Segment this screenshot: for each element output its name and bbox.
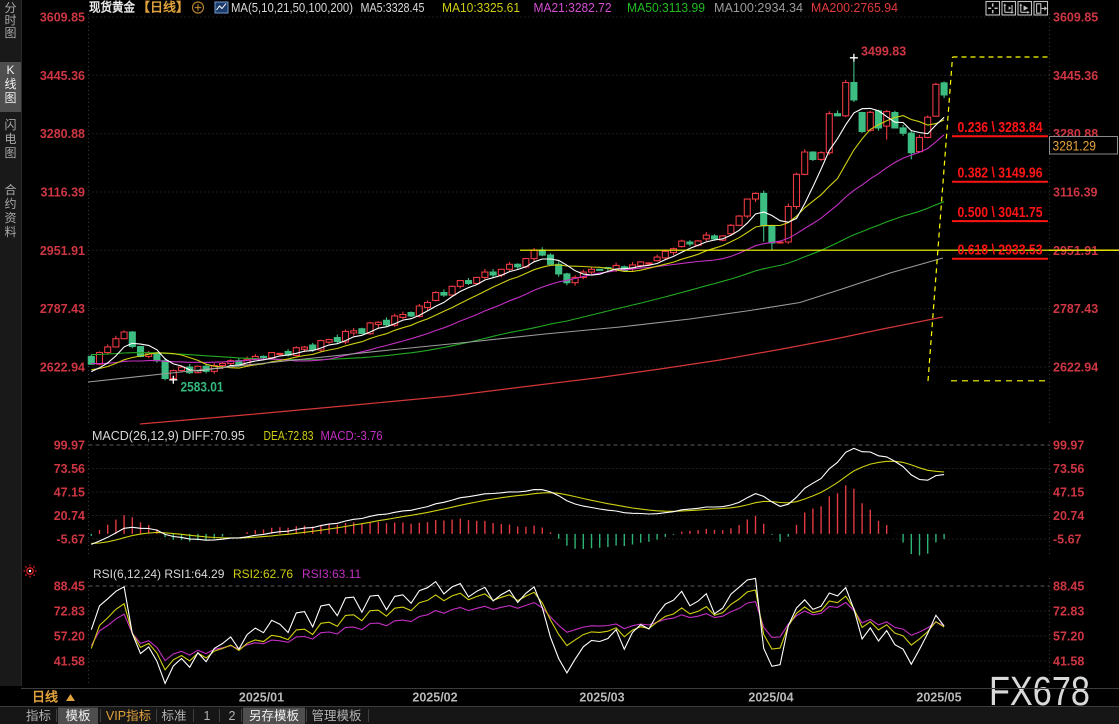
svg-text:3499.83: 3499.83 bbox=[861, 45, 906, 59]
svg-text:MA10:3325.61: MA10:3325.61 bbox=[442, 1, 520, 15]
svg-text:电: 电 bbox=[4, 132, 16, 146]
svg-text:2622.94: 2622.94 bbox=[40, 361, 85, 375]
svg-text:线: 线 bbox=[4, 77, 16, 91]
svg-text:20.74: 20.74 bbox=[54, 509, 85, 523]
svg-text:2622.94: 2622.94 bbox=[1053, 361, 1098, 375]
svg-text:日线: 日线 bbox=[32, 690, 58, 705]
svg-text:MA100:2934.34: MA100:2934.34 bbox=[714, 1, 803, 15]
svg-text:2025/05: 2025/05 bbox=[916, 691, 961, 705]
svg-text:管理模板: 管理模板 bbox=[311, 708, 362, 723]
svg-text:【日线】: 【日线】 bbox=[137, 0, 189, 15]
svg-text:47.15: 47.15 bbox=[54, 486, 85, 500]
svg-text:2025/02: 2025/02 bbox=[412, 691, 457, 705]
svg-text:2787.43: 2787.43 bbox=[1053, 302, 1098, 316]
svg-text:72.83: 72.83 bbox=[1053, 605, 1084, 619]
svg-text:图: 图 bbox=[4, 146, 16, 160]
svg-text:图: 图 bbox=[4, 91, 16, 105]
svg-text:2025/04: 2025/04 bbox=[748, 691, 793, 705]
svg-text:0.618 \ 2933.53: 0.618 \ 2933.53 bbox=[958, 243, 1043, 259]
svg-text:3116.39: 3116.39 bbox=[41, 186, 86, 200]
svg-text:0.382 \ 3149.96: 0.382 \ 3149.96 bbox=[958, 166, 1043, 182]
svg-text:73.56: 73.56 bbox=[54, 462, 85, 476]
svg-text:99.97: 99.97 bbox=[54, 439, 85, 453]
svg-text:57.20: 57.20 bbox=[1053, 630, 1084, 644]
svg-text:0.500 \ 3041.75: 0.500 \ 3041.75 bbox=[958, 205, 1043, 221]
svg-text:20.74: 20.74 bbox=[1053, 509, 1084, 523]
svg-text:-5.67: -5.67 bbox=[1053, 533, 1082, 547]
svg-text:2025/03: 2025/03 bbox=[579, 691, 624, 705]
svg-text:约: 约 bbox=[4, 196, 16, 211]
svg-text:3116.39: 3116.39 bbox=[1053, 186, 1098, 200]
svg-text:时: 时 bbox=[4, 14, 16, 28]
svg-text:MA5:3328.45: MA5:3328.45 bbox=[361, 1, 425, 15]
svg-text:2787.43: 2787.43 bbox=[40, 302, 85, 316]
svg-text:3281.29: 3281.29 bbox=[1053, 139, 1097, 154]
svg-text:1: 1 bbox=[204, 709, 211, 723]
svg-text:合: 合 bbox=[4, 182, 16, 197]
svg-text:-5.67: -5.67 bbox=[57, 533, 86, 547]
svg-text:标准: 标准 bbox=[161, 709, 186, 723]
svg-text:47.15: 47.15 bbox=[1053, 486, 1084, 500]
svg-text:MA(5,10,21,50,100,200): MA(5,10,21,50,100,200) bbox=[231, 1, 353, 15]
svg-text:2583.01: 2583.01 bbox=[181, 380, 224, 395]
svg-text:MA21:3282.72: MA21:3282.72 bbox=[534, 1, 612, 15]
svg-text:RSI(6,12,24) RSI1:64.29: RSI(6,12,24) RSI1:64.29 bbox=[93, 567, 225, 581]
svg-text:72.83: 72.83 bbox=[54, 605, 85, 619]
svg-text:MACD(26,12,9) DIFF:70.95: MACD(26,12,9) DIFF:70.95 bbox=[92, 429, 245, 443]
svg-text:VIP指标: VIP指标 bbox=[106, 708, 151, 723]
svg-text:分: 分 bbox=[4, 1, 16, 15]
svg-text:57.20: 57.20 bbox=[54, 630, 85, 644]
svg-text:RSI2:62.76: RSI2:62.76 bbox=[233, 567, 293, 581]
svg-text:图: 图 bbox=[4, 26, 16, 40]
svg-text:3609.85: 3609.85 bbox=[1053, 11, 1098, 25]
svg-text:3609.85: 3609.85 bbox=[40, 11, 85, 25]
svg-text:88.45: 88.45 bbox=[1053, 580, 1084, 594]
svg-text:现货黄金: 现货黄金 bbox=[89, 0, 135, 15]
svg-text:0.236 \ 3283.84: 0.236 \ 3283.84 bbox=[958, 120, 1043, 136]
svg-text:模板: 模板 bbox=[65, 709, 91, 723]
svg-text:MACD:-3.76: MACD:-3.76 bbox=[321, 429, 383, 443]
svg-text:3280.88: 3280.88 bbox=[40, 127, 85, 141]
svg-text:2951.91: 2951.91 bbox=[40, 244, 85, 258]
svg-text:闪: 闪 bbox=[4, 118, 16, 132]
svg-text:3445.36: 3445.36 bbox=[1053, 69, 1098, 83]
svg-text:MA200:2765.94: MA200:2765.94 bbox=[811, 1, 898, 15]
svg-text:K: K bbox=[6, 63, 14, 77]
svg-text:41.58: 41.58 bbox=[54, 655, 85, 669]
svg-text:DEA:72.83: DEA:72.83 bbox=[264, 429, 314, 443]
svg-text:3445.36: 3445.36 bbox=[40, 69, 85, 83]
svg-text:另存模板: 另存模板 bbox=[249, 709, 300, 723]
svg-text:2: 2 bbox=[229, 709, 236, 723]
svg-text:99.97: 99.97 bbox=[1053, 439, 1084, 453]
svg-text:41.58: 41.58 bbox=[1053, 655, 1084, 669]
svg-text:RSI3:63.11: RSI3:63.11 bbox=[302, 567, 361, 581]
svg-text:2025/01: 2025/01 bbox=[239, 691, 284, 705]
svg-text:MA50:3113.99: MA50:3113.99 bbox=[627, 1, 705, 15]
svg-text:料: 料 bbox=[4, 225, 16, 239]
svg-text:指标: 指标 bbox=[26, 708, 51, 723]
svg-text:资: 资 bbox=[4, 211, 16, 225]
svg-text:88.45: 88.45 bbox=[54, 580, 85, 594]
svg-text:73.56: 73.56 bbox=[1053, 462, 1084, 476]
